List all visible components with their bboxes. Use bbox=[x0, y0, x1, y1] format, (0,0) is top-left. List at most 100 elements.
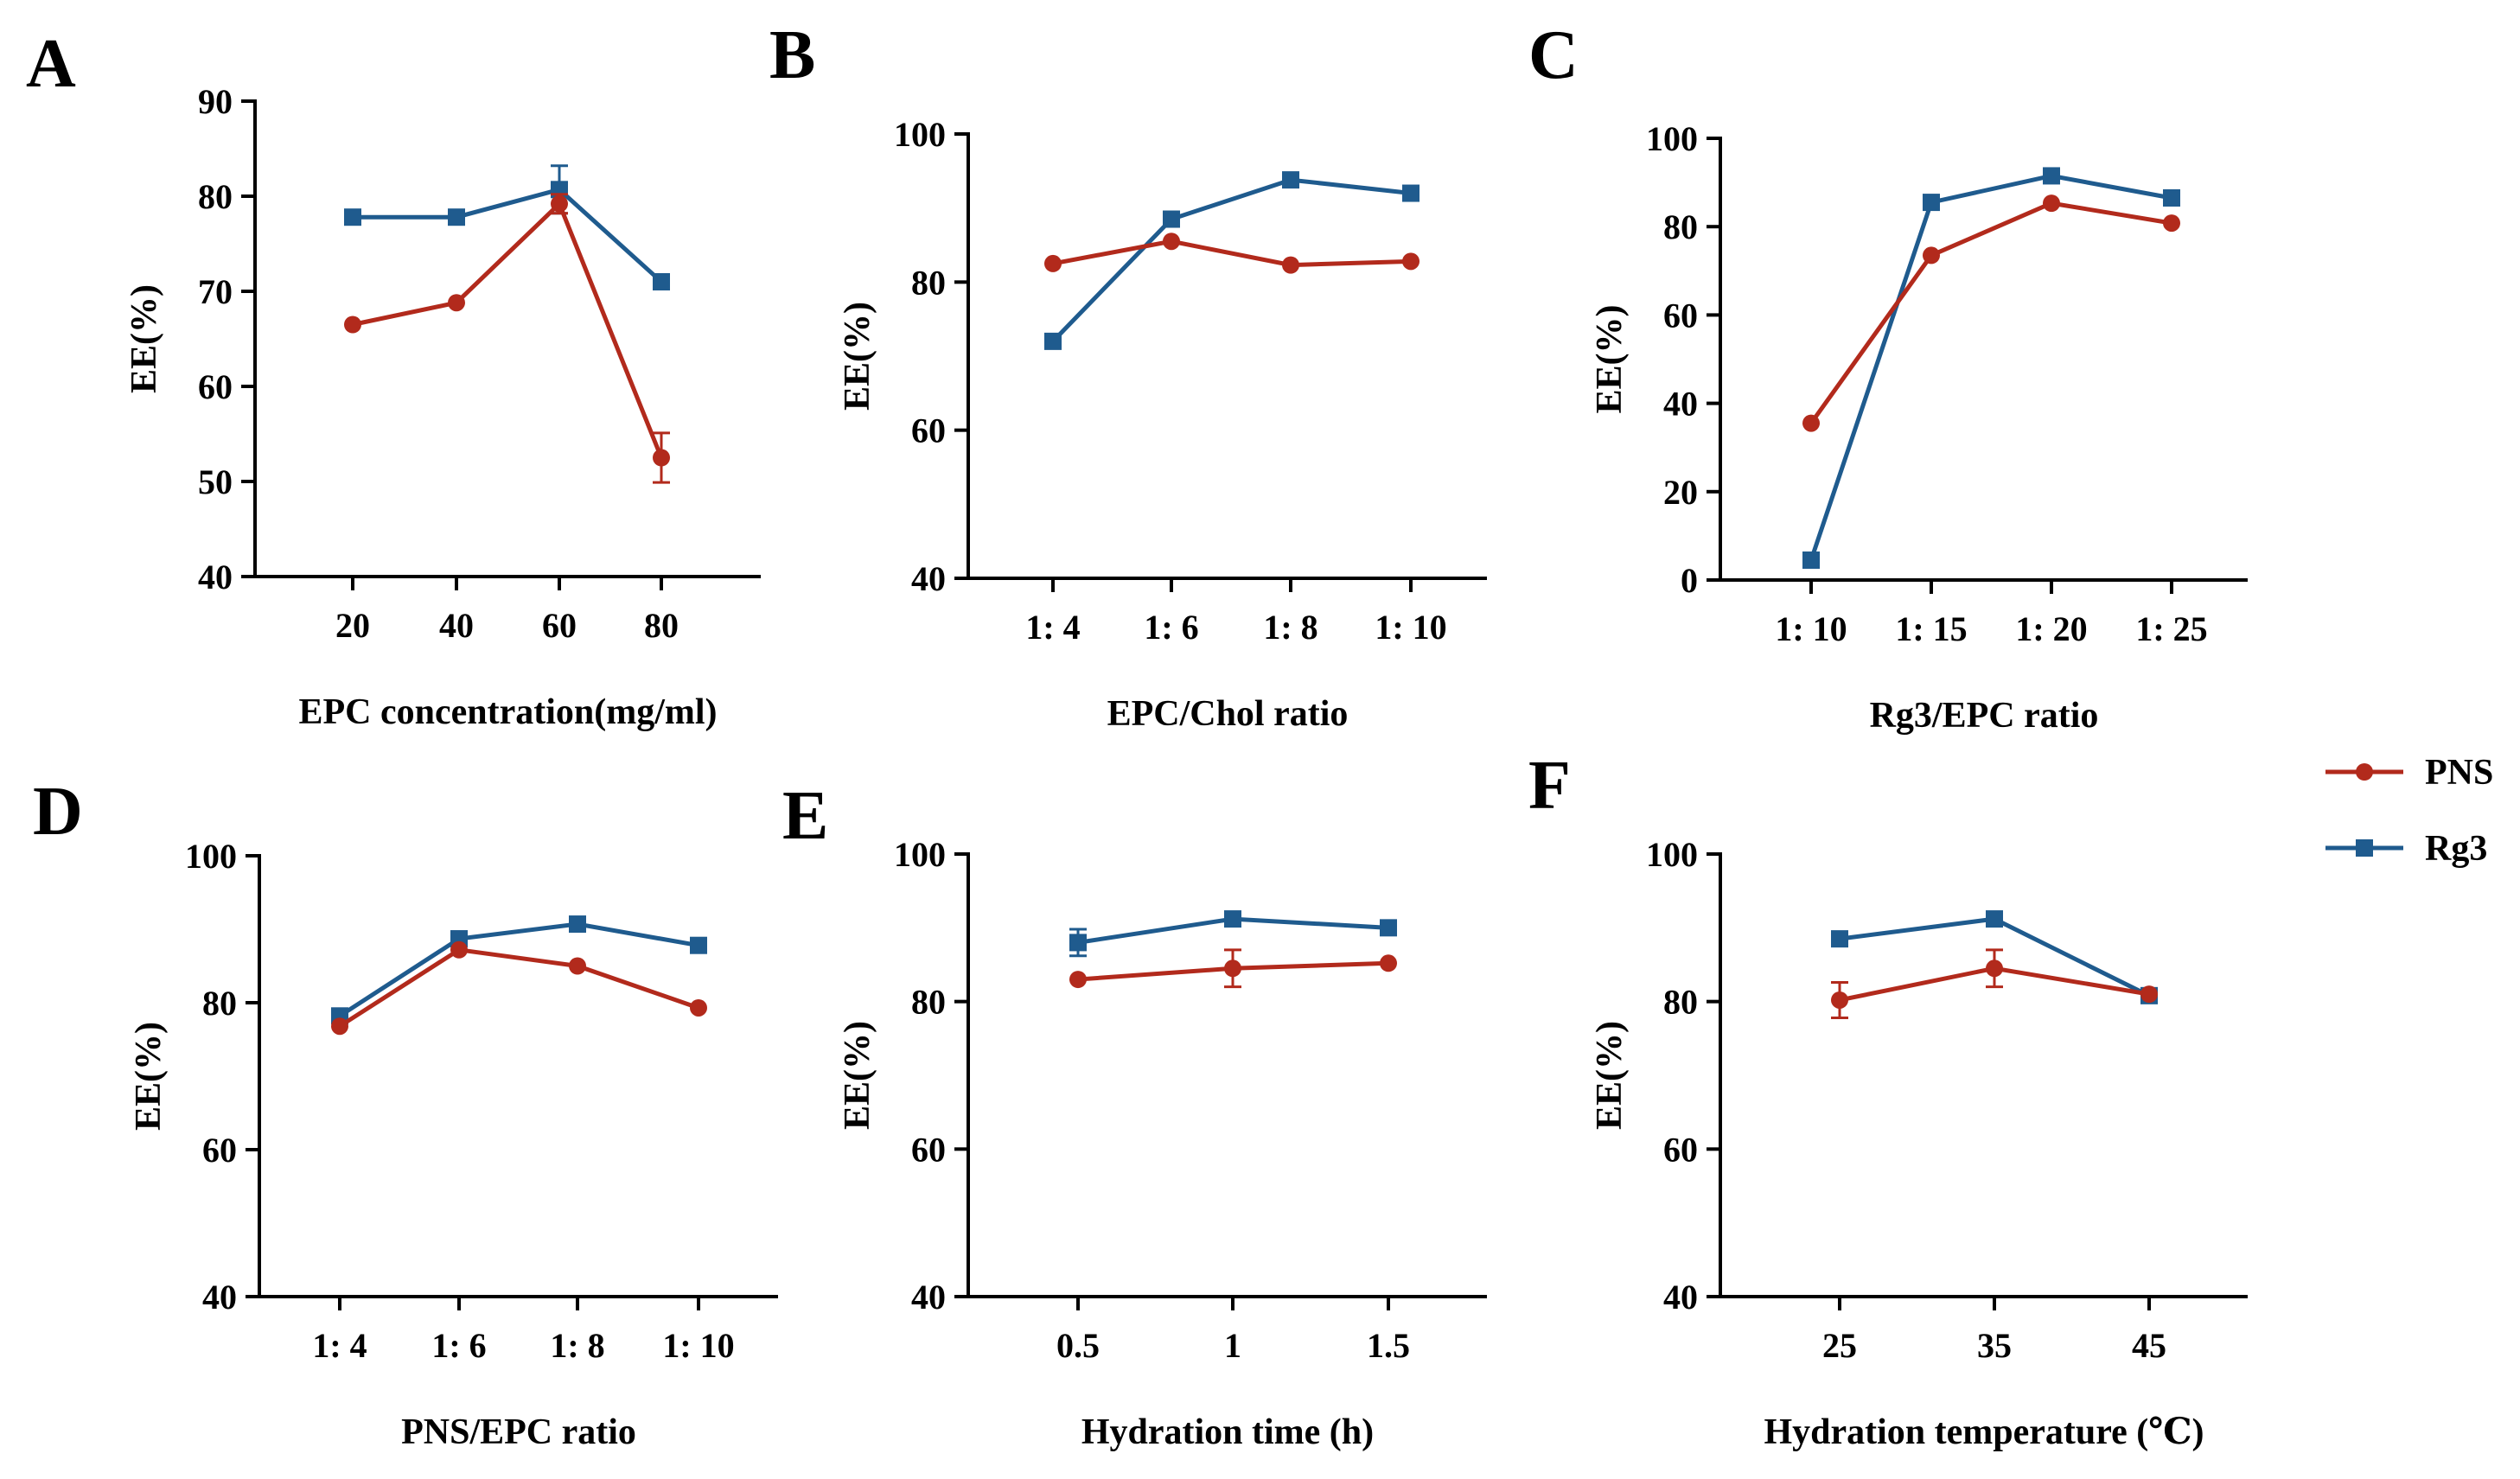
y-axis-title-d: EE(%) bbox=[129, 1022, 169, 1131]
y-tick-label-d: 100 bbox=[185, 837, 237, 876]
legend-item-pns: PNS bbox=[2325, 753, 2493, 793]
panel-letter-d: D bbox=[33, 774, 83, 850]
x-tick-label-d: 1: 8 bbox=[550, 1326, 604, 1365]
y-tick-label-a: 90 bbox=[198, 82, 233, 121]
y-tick-label-b: 60 bbox=[911, 411, 946, 450]
y-tick-label-e: 100 bbox=[894, 835, 946, 874]
x-axis-title-b: EPC/Chol ratio bbox=[1107, 694, 1349, 734]
series-pns-e bbox=[1069, 948, 1397, 989]
y-tick-label-c: 60 bbox=[1663, 296, 1698, 335]
x-tick-label-d: 1: 4 bbox=[312, 1326, 367, 1365]
panel-letter-a: A bbox=[26, 26, 76, 102]
series-pns-d bbox=[331, 940, 707, 1036]
y-tick-label-a: 40 bbox=[198, 558, 233, 596]
data-point-pns-a bbox=[344, 316, 361, 334]
data-point-rg3-f bbox=[1986, 910, 2003, 928]
y-axis-title-f: EE(%) bbox=[1590, 1021, 1630, 1130]
x-tick-label-f: 25 bbox=[1822, 1326, 1857, 1365]
y-tick-label-f: 80 bbox=[1663, 983, 1698, 1022]
data-point-rg3-b bbox=[1282, 171, 1299, 189]
panel-letter-c: C bbox=[1528, 17, 1579, 93]
x-tick-label-b: 1: 6 bbox=[1144, 608, 1198, 647]
data-point-rg3-c bbox=[1923, 194, 1940, 212]
x-axis-title-f: Hydration temperature (℃) bbox=[1764, 1412, 2204, 1452]
data-point-pns-d bbox=[569, 957, 586, 975]
x-axis-title-a: EPC concentration(mg/ml) bbox=[298, 692, 717, 732]
y-tick-label-e: 40 bbox=[911, 1278, 946, 1316]
panel-d: D 40 60 80 100 1: 4 1: 6 1: 8 1: 10 PNS/EPC ratio… bbox=[33, 774, 778, 1452]
data-point-pns-e bbox=[1069, 971, 1087, 989]
series-line-rg3-c bbox=[1809, 173, 2172, 561]
series-pns-f bbox=[1831, 948, 2158, 1019]
x-tick-label-c: 1: 25 bbox=[2135, 609, 2207, 648]
data-point-pns-a bbox=[551, 194, 568, 213]
y-tick-label-e: 80 bbox=[911, 983, 946, 1022]
series-line-rg3-d bbox=[338, 921, 699, 1018]
x-tick-label-b: 1: 4 bbox=[1025, 608, 1080, 647]
series-pns-b bbox=[1044, 233, 1419, 274]
series-line-pns-a bbox=[352, 200, 664, 459]
data-point-pns-c bbox=[2163, 214, 2180, 233]
y-axis-title-e: EE(%) bbox=[838, 1021, 877, 1130]
y-tick-label-c: 100 bbox=[1646, 119, 1698, 158]
data-point-rg3-e bbox=[1380, 919, 1397, 937]
x-tick-label-e: 1.5 bbox=[1367, 1326, 1410, 1365]
series-line-pns-c bbox=[1809, 201, 2172, 425]
y-tick-label-a: 70 bbox=[198, 272, 233, 311]
data-point-pns-b bbox=[1163, 233, 1180, 251]
series-rg3-a bbox=[344, 164, 670, 290]
x-tick-label-e: 1 bbox=[1224, 1326, 1241, 1365]
data-point-rg3-b bbox=[1044, 332, 1062, 350]
data-point-pns-a bbox=[653, 449, 670, 467]
data-point-rg3-d bbox=[690, 936, 707, 954]
panel-c: C 0 20 40 60 80 100 1: 10 1: 15 1: 20 1: 25 Rg3/EPC… bbox=[1528, 17, 2248, 736]
data-point-pns-f bbox=[1986, 959, 2003, 978]
data-point-pns-d bbox=[450, 940, 468, 959]
x-tick-label-e: 0.5 bbox=[1056, 1326, 1100, 1365]
x-tick-label-a: 80 bbox=[644, 606, 679, 645]
data-point-pns-d bbox=[690, 998, 707, 1017]
y-tick-label-c: 40 bbox=[1663, 385, 1698, 424]
y-tick-label-c: 80 bbox=[1663, 207, 1698, 246]
data-point-pns-c bbox=[2043, 194, 2060, 213]
data-point-rg3-c bbox=[1802, 551, 1820, 570]
panel-b: B 40 60 80 100 1: 4 1: 6 1: 8 1: 10 EPC/Chol rati… bbox=[769, 17, 1487, 734]
legend-marker-pns bbox=[2356, 763, 2373, 781]
legend-item-rg3: Rg3 bbox=[2325, 829, 2487, 869]
x-tick-label-a: 40 bbox=[439, 606, 474, 645]
x-tick-label-f: 45 bbox=[2132, 1326, 2166, 1365]
legend-label-pns: PNS bbox=[2425, 753, 2493, 793]
x-tick-label-b: 1: 10 bbox=[1375, 608, 1446, 647]
series-rg3-b bbox=[1044, 171, 1419, 350]
y-tick-label-c: 0 bbox=[1681, 561, 1698, 600]
data-point-rg3-a bbox=[448, 208, 465, 226]
x-tick-label-a: 60 bbox=[542, 606, 577, 645]
x-tick-label-d: 1: 10 bbox=[662, 1326, 734, 1365]
data-point-pns-a bbox=[448, 294, 465, 312]
y-axis-title-a: EE(%) bbox=[124, 284, 164, 393]
y-axis-title-c: EE(%) bbox=[1590, 305, 1630, 414]
x-tick-label-f: 35 bbox=[1977, 1326, 2012, 1365]
series-line-rg3-b bbox=[1051, 177, 1412, 343]
series-rg3-d bbox=[331, 915, 707, 1025]
x-axis-title-e: Hydration time (h) bbox=[1081, 1412, 1374, 1452]
x-tick-label-d: 1: 6 bbox=[431, 1326, 486, 1365]
chart-panels: A 40 50 60 70 80 90 20 40 60 80 EPC concentration(m… bbox=[26, 17, 2248, 1452]
y-tick-label-d: 60 bbox=[202, 1131, 237, 1170]
y-tick-label-a: 80 bbox=[198, 177, 233, 216]
data-point-pns-f bbox=[2140, 985, 2158, 1004]
data-point-rg3-a bbox=[653, 273, 670, 290]
panel-e: E 40 60 80 100 0.5 1 1.5 Hydration time (h) EE(%) bbox=[782, 778, 1487, 1452]
data-point-rg3-c bbox=[2043, 167, 2060, 185]
y-tick-label-c: 20 bbox=[1663, 473, 1698, 512]
series-pns-a bbox=[344, 193, 670, 484]
data-point-rg3-c bbox=[2163, 188, 2180, 207]
series-pns-c bbox=[1802, 194, 2180, 432]
data-point-pns-f bbox=[1831, 991, 1848, 1009]
data-point-pns-e bbox=[1380, 954, 1397, 972]
data-point-rg3-f bbox=[1831, 930, 1848, 948]
y-tick-label-b: 100 bbox=[894, 115, 946, 154]
panel-letter-e: E bbox=[782, 778, 828, 854]
y-tick-label-f: 100 bbox=[1646, 835, 1698, 874]
y-tick-label-a: 50 bbox=[198, 462, 233, 501]
